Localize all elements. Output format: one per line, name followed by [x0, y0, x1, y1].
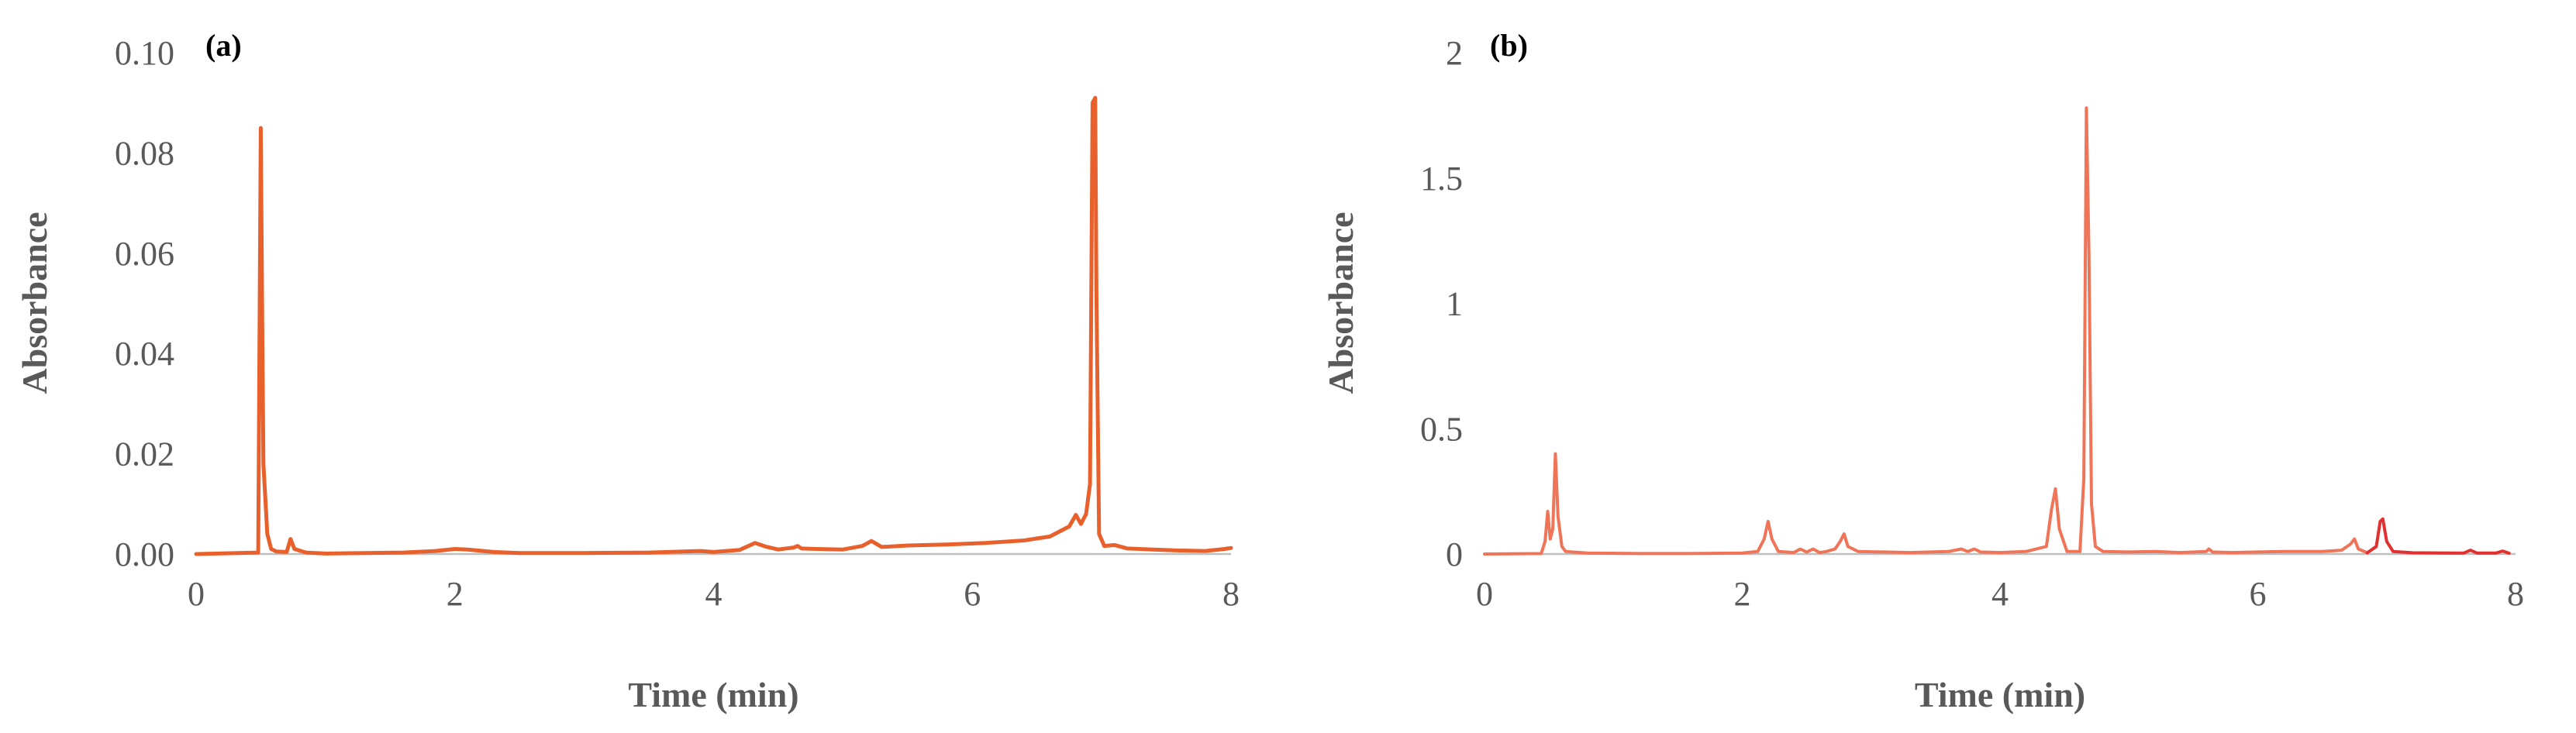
y-tick-label: 0.06: [115, 235, 174, 273]
x-tick-label: 6: [964, 575, 981, 613]
panel-label: (b): [1490, 28, 1528, 63]
y-tick-label: 0.10: [115, 34, 174, 72]
y-tick-label: 0.00: [115, 535, 174, 573]
panel-label: (a): [205, 28, 242, 63]
x-tick-label: 4: [705, 575, 722, 613]
y-tick-label: 1.5: [1420, 160, 1463, 198]
y-tick-label: 0.04: [115, 335, 174, 373]
series-line-1: [194, 95, 1233, 556]
x-tick-label: 2: [1734, 575, 1751, 613]
chart-panel-1: 0.00 0.02 0.04 0.06 0.08 0.10 0 2 4 6 8 Time (min) A…: [15, 28, 1240, 714]
y-axis-title: Absorbance: [1321, 212, 1360, 394]
series-line-2: [2365, 517, 2511, 555]
x-tick-label: 2: [447, 575, 464, 613]
x-axis-title: Time (min): [1915, 675, 2085, 714]
x-tick-label: 4: [1991, 575, 2009, 613]
y-tick-label: 0.02: [115, 435, 174, 473]
y-tick-label: 0.08: [115, 134, 174, 172]
series-line-1: [1483, 106, 2369, 556]
y-tick-label: 0: [1446, 535, 1463, 573]
x-tick-label: 8: [2507, 575, 2524, 613]
x-tick-label: 6: [2250, 575, 2267, 613]
x-tick-label: 8: [1222, 575, 1240, 613]
y-tick-label: 2: [1446, 34, 1463, 72]
x-tick-label: 0: [1476, 575, 1493, 613]
y-tick-label: 1: [1446, 285, 1463, 323]
x-axis-title: Time (min): [628, 675, 798, 714]
x-tick-label: 0: [188, 575, 205, 613]
y-axis-title: Absorbance: [15, 212, 54, 394]
chart-panel-2: 0 0.5 1 1.5 2 0 2 4 6 8 Time (min) Absorbance (b): [1321, 28, 2524, 714]
y-tick-label: 0.5: [1420, 410, 1463, 448]
